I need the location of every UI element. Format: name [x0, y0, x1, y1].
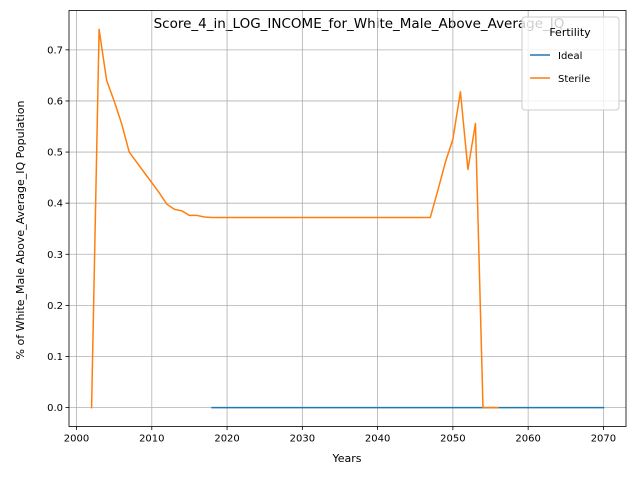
legend-title: Fertility — [549, 26, 591, 39]
y-tick-label: 0.6 — [47, 96, 63, 107]
x-tick-label: 2060 — [515, 434, 540, 445]
x-tick-label: 2030 — [290, 434, 315, 445]
y-tick-label: 0.4 — [47, 199, 63, 210]
series-line-sterile — [90, 28, 499, 409]
legend: Fertility Ideal Sterile — [521, 16, 620, 111]
x-tick-label: 2010 — [139, 434, 164, 445]
x-tick-label: 2070 — [591, 434, 616, 445]
y-tick-label: 0.2 — [47, 301, 63, 312]
x-axis: 2000 2010 2020 2030 2040 2050 2060 2070 — [64, 426, 616, 445]
x-tick-label: 2040 — [365, 434, 390, 445]
x-tick-label: 2050 — [440, 434, 465, 445]
x-axis-label: Years — [331, 452, 361, 465]
chart-title: Score_4_in_LOG_INCOME_for_White_Male_Abo… — [154, 16, 565, 32]
y-axis-label: % of White_Male Above_Average_IQ Populat… — [14, 100, 27, 359]
y-tick-label: 0.7 — [47, 45, 63, 56]
x-tick-label: 2020 — [214, 434, 239, 445]
y-tick-label: 0.5 — [47, 148, 63, 159]
legend-label-sterile: Sterile — [558, 74, 590, 85]
legend-box — [521, 16, 620, 111]
y-tick-label: 0.3 — [47, 250, 63, 261]
series-layer — [90, 28, 605, 409]
y-tick-label: 0.1 — [47, 352, 63, 363]
plot-area-frame — [68, 10, 627, 427]
y-tick-label: 0.0 — [47, 403, 63, 414]
grid-lines — [69, 10, 626, 427]
y-axis: 0.0 0.1 0.2 0.3 0.4 0.5 0.6 0.7 — [47, 45, 69, 414]
x-tick-label: 2000 — [64, 434, 89, 445]
legend-label-ideal: Ideal — [558, 51, 582, 62]
